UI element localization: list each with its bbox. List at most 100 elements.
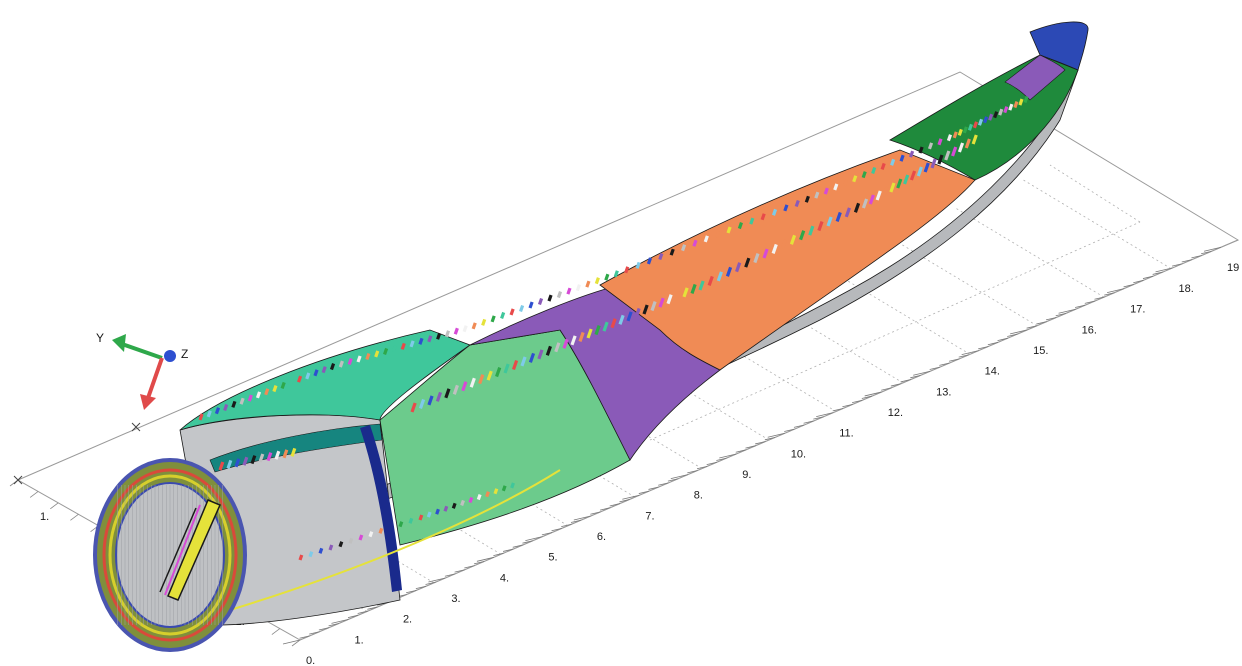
element-stripe <box>977 118 984 126</box>
element-stripe <box>972 121 979 129</box>
element-stripe <box>937 138 943 146</box>
element-stripe <box>234 458 241 468</box>
element-stripe <box>604 273 610 281</box>
element-stripe <box>1018 98 1024 106</box>
element-stripe <box>280 381 286 389</box>
element-stripe <box>868 194 875 205</box>
element-stripe <box>547 294 553 302</box>
element-stripe <box>650 301 657 312</box>
span-minor-tick <box>464 565 475 569</box>
trailing-yellow-line <box>229 469 561 611</box>
element-stripe <box>368 531 374 538</box>
element-stripe <box>903 174 910 185</box>
element-stripe <box>1013 101 1019 109</box>
element-stripe <box>944 150 951 161</box>
element-stripe <box>566 287 572 295</box>
element-stripe <box>444 330 451 338</box>
element-stripe <box>410 402 417 413</box>
triad-x-arrowhead <box>140 394 156 410</box>
element-stripe <box>993 111 999 119</box>
span-major-tick <box>961 350 979 355</box>
span-minor-tick <box>764 437 776 441</box>
span-tick-label: 7. <box>645 510 654 522</box>
element-stripe <box>762 248 769 259</box>
span-minor-tick <box>638 490 650 494</box>
element-stripe <box>274 450 281 460</box>
span-minor-tick <box>1181 259 1193 263</box>
element-stripe <box>528 301 534 309</box>
span-minor-tick <box>299 635 310 639</box>
span-tick-label: 3. <box>451 593 460 605</box>
element-stripe <box>988 113 994 121</box>
element-stripe <box>462 325 468 333</box>
element-stripe <box>852 175 858 183</box>
element-stripe <box>282 449 289 459</box>
element-stripe <box>804 195 810 203</box>
span-major-tick <box>816 412 834 417</box>
span-major-tick <box>1203 246 1222 252</box>
element-stripe <box>658 252 664 261</box>
element-stripe <box>509 308 515 316</box>
element-stripe <box>519 304 525 313</box>
span-major-tick <box>913 370 931 376</box>
element-stripe <box>602 321 609 332</box>
element-stripe <box>946 134 953 142</box>
element-stripe <box>214 407 221 415</box>
element-stripe <box>226 459 233 469</box>
span-major-tick <box>719 453 737 459</box>
span-major-tick <box>1058 308 1076 314</box>
panel-mint-green <box>179 329 471 431</box>
span-minor-tick <box>609 503 621 507</box>
span-minor-tick <box>415 585 427 590</box>
element-stripe <box>356 355 362 363</box>
element-stripe <box>365 352 371 361</box>
element-stripe <box>247 394 253 402</box>
axis-triad: Y Z <box>96 331 188 410</box>
element-stripe <box>666 294 673 305</box>
element-stripe <box>418 398 426 409</box>
span-minor-tick <box>425 581 436 585</box>
grid-line <box>1049 164 1141 223</box>
element-stripe <box>391 345 397 353</box>
element-stripe <box>318 547 324 554</box>
element-stripe <box>937 154 944 165</box>
span-minor-tick <box>658 482 669 486</box>
element-stripe <box>923 162 930 173</box>
element-stripe <box>481 318 487 326</box>
element-stripe <box>485 491 490 498</box>
chord-tick <box>50 502 59 510</box>
span-major-tick <box>1010 329 1028 335</box>
element-stripe <box>899 154 905 162</box>
element-stripe <box>861 171 867 179</box>
element-stripe <box>575 284 581 292</box>
element-stripe <box>715 230 721 238</box>
element-stripe <box>378 527 384 534</box>
element-stripe <box>545 345 552 356</box>
span-minor-tick <box>1123 284 1134 288</box>
span-minor-tick <box>948 358 960 362</box>
element-stripe <box>634 307 641 318</box>
span-tick-label: 11. <box>839 428 853 440</box>
element-stripe <box>501 485 507 492</box>
element-stripe <box>594 325 601 336</box>
panel-purple <box>469 284 721 461</box>
span-minor-tick <box>357 610 368 614</box>
triad-z-label: Z <box>181 347 188 361</box>
element-stripe <box>823 187 829 195</box>
span-minor-tick <box>1152 271 1163 275</box>
span-minor-tick <box>367 606 378 610</box>
element-stripe <box>469 377 476 388</box>
span-minor-tick <box>1045 317 1057 321</box>
span-minor-tick <box>599 507 611 511</box>
span-tick-label: 6. <box>597 531 606 543</box>
element-stripe <box>490 315 496 323</box>
element-stripe <box>242 456 249 466</box>
span-minor-tick <box>1026 325 1037 329</box>
element-stripe <box>218 461 225 471</box>
element-stripe <box>520 356 527 367</box>
element-stripe <box>909 170 917 181</box>
span-minor-tick <box>890 383 902 387</box>
span-minor-tick <box>687 470 698 474</box>
element-stripe <box>916 166 923 177</box>
element-stripe <box>347 357 353 366</box>
